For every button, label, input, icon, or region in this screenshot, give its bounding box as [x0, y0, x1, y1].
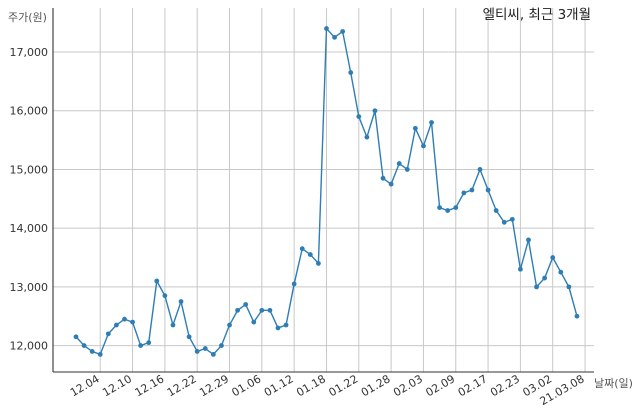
data-point	[243, 302, 249, 307]
data-point	[81, 343, 87, 348]
y-tick-label: 14,000	[10, 222, 49, 235]
data-point	[429, 120, 434, 125]
data-point	[291, 281, 297, 287]
data-point	[316, 260, 321, 266]
x-axis-label: 날짜(일)	[594, 376, 633, 390]
data-point	[227, 322, 232, 328]
data-point	[469, 187, 475, 193]
data-point	[509, 216, 515, 222]
data-point	[154, 278, 160, 284]
data-point	[566, 284, 572, 290]
data-point	[219, 343, 224, 348]
data-point	[251, 319, 257, 325]
x-tick-label: 02.23	[488, 372, 522, 399]
x-tick-label: 01.28	[359, 372, 393, 399]
x-tick-labels: 12.0412.1012.1612.2212.2901.0601.1201.18…	[68, 372, 587, 408]
data-point	[114, 322, 119, 328]
price-series	[73, 26, 580, 357]
data-point	[299, 246, 305, 252]
data-point	[574, 313, 580, 319]
chart-title: 엘티씨, 최근 3개월	[483, 7, 591, 23]
data-point	[364, 134, 370, 140]
data-point	[105, 331, 111, 337]
data-point	[138, 343, 144, 348]
data-point	[73, 334, 79, 340]
data-point	[396, 161, 402, 166]
data-point	[210, 351, 216, 357]
data-point	[404, 167, 410, 172]
y-tick-labels: 12,000 13,000 14,000 15,000 16,000 17,000	[10, 46, 49, 353]
data-point	[461, 190, 467, 196]
axes	[52, 8, 594, 373]
data-point	[130, 319, 135, 325]
x-tick-label: 02.09	[423, 372, 457, 399]
data-point	[170, 322, 176, 328]
data-point	[122, 316, 127, 322]
data-point	[453, 205, 459, 211]
grid	[53, 8, 594, 372]
x-tick-label: 12.22	[165, 372, 199, 399]
data-point	[186, 334, 192, 340]
data-point	[259, 307, 265, 313]
data-point	[388, 181, 394, 187]
data-point	[485, 187, 491, 193]
y-tick-label: 16,000	[10, 105, 49, 118]
data-point	[421, 143, 426, 149]
x-tick-label: 01.22	[327, 372, 361, 399]
data-point	[275, 325, 281, 331]
x-tick-label: 01.06	[230, 372, 264, 399]
y-axis-label: 주가(원)	[8, 11, 47, 24]
x-tick-label: 02.17	[456, 372, 490, 399]
data-point	[477, 167, 483, 172]
data-point	[235, 307, 241, 313]
x-tick-label: 12.16	[133, 372, 167, 399]
data-point	[283, 322, 289, 328]
data-point	[97, 351, 103, 357]
x-tick-label: 01.18	[294, 372, 328, 399]
data-point	[194, 349, 200, 354]
data-point	[202, 346, 208, 351]
data-point	[445, 208, 451, 213]
data-point	[372, 108, 378, 114]
data-point	[348, 70, 354, 75]
data-point	[332, 34, 337, 40]
data-point	[526, 237, 531, 243]
data-point	[307, 252, 313, 257]
data-point	[550, 255, 556, 260]
data-point	[493, 208, 499, 213]
data-point	[162, 293, 168, 299]
x-tick-label: 12.04	[68, 372, 102, 399]
x-tick-label: 12.10	[100, 372, 134, 399]
data-point	[412, 125, 418, 131]
data-point	[340, 29, 346, 34]
y-tick-label: 17,000	[10, 46, 49, 59]
data-point	[437, 205, 442, 211]
data-point	[518, 266, 523, 272]
data-point	[356, 114, 362, 120]
data-point	[89, 349, 95, 354]
x-tick-label: 12.29	[197, 372, 231, 399]
x-tick-label: 01.12	[262, 372, 296, 399]
data-point	[534, 284, 539, 290]
data-point	[542, 275, 548, 281]
y-tick-label: 13,000	[10, 281, 49, 294]
data-point	[146, 340, 152, 346]
data-point	[267, 307, 273, 313]
y-tick-label: 15,000	[10, 163, 49, 176]
data-point	[178, 299, 184, 304]
data-point	[380, 175, 386, 181]
data-point	[324, 26, 329, 31]
y-tick-label: 12,000	[10, 340, 49, 353]
data-point	[558, 269, 564, 275]
data-point	[501, 219, 507, 225]
x-tick-label: 02.03	[391, 372, 425, 399]
